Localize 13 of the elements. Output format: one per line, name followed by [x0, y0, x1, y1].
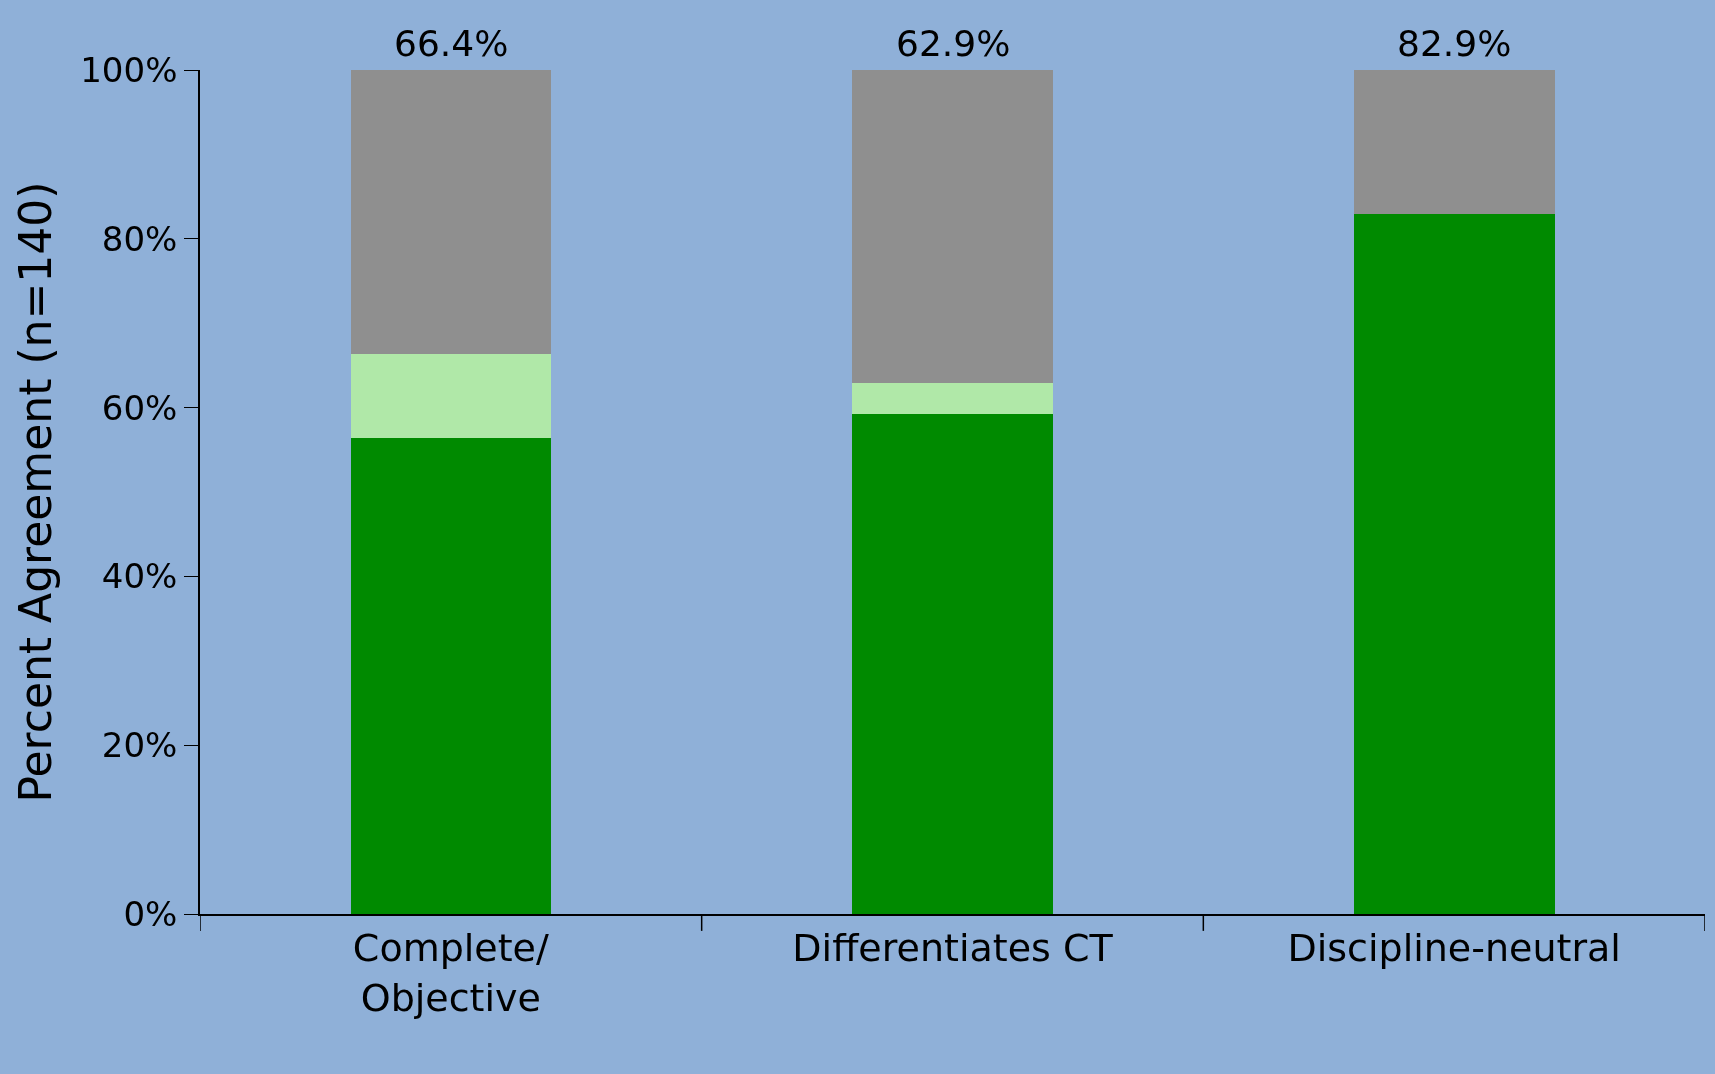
y-tick-label: 100% — [80, 49, 178, 90]
x-tick-label: Complete/ Objective — [352, 926, 549, 1020]
annotation: 66.4% — [394, 23, 509, 64]
y-axis-title: Percent Agreement (n=140) — [9, 181, 61, 803]
x-tick-label: Differentiates CT — [792, 926, 1114, 971]
y-tick-label: 80% — [101, 218, 178, 259]
y-tick-label: 40% — [101, 556, 178, 597]
y-tick-label: 0% — [123, 893, 178, 934]
x-tick-label: Discipline-neutral — [1287, 926, 1621, 971]
y-tick-label: 60% — [101, 387, 178, 428]
y-tick-label: 20% — [101, 725, 178, 766]
annotation: 82.9% — [1397, 23, 1512, 64]
annotation: 62.9% — [896, 23, 1011, 64]
